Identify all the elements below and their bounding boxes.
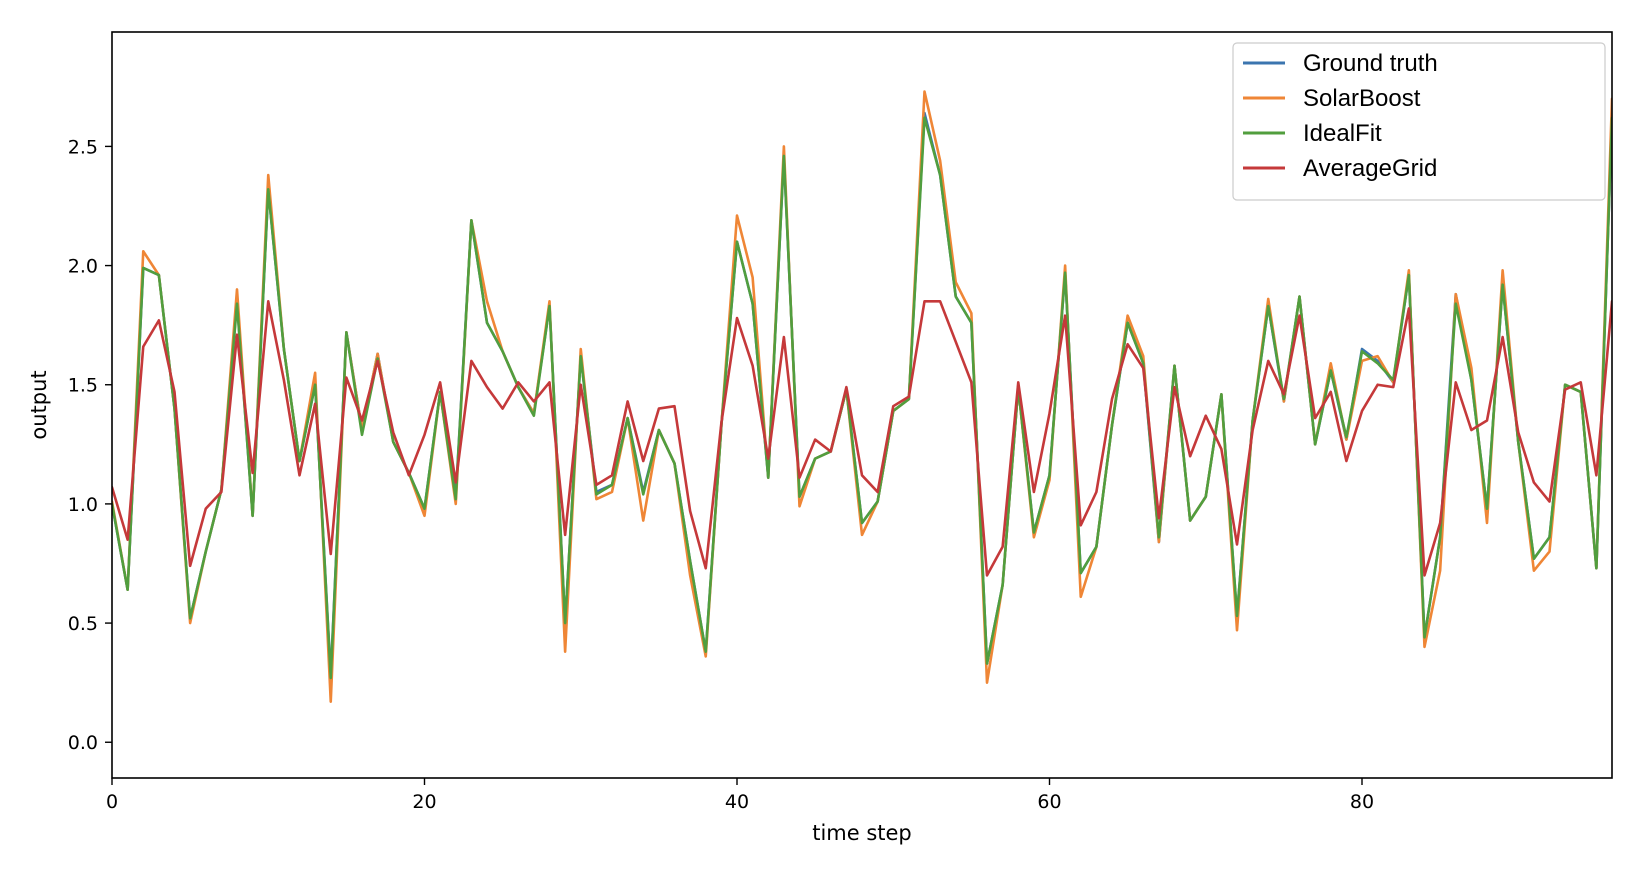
x-tick-label: 0 bbox=[106, 791, 118, 813]
legend-label-idealfit: IdealFit bbox=[1303, 120, 1382, 147]
series-line-averagegrid bbox=[112, 300, 1612, 577]
y-axis-label: output bbox=[27, 370, 51, 439]
legend-label-solarboost: SolarBoost bbox=[1303, 85, 1421, 112]
x-axis-label: time step bbox=[812, 821, 912, 845]
legend: Ground truth SolarBoost IdealFit AverageGri… bbox=[1232, 42, 1606, 201]
plot-frame bbox=[111, 31, 1613, 779]
y-tick-label: 2.0 bbox=[68, 256, 98, 278]
y-tick-label: 0.0 bbox=[68, 732, 98, 754]
x-tick-label: 40 bbox=[725, 791, 749, 813]
legend-label-averagegrid: AverageGrid bbox=[1303, 155, 1437, 182]
series-line-idealfit bbox=[112, 116, 1612, 680]
legend-box bbox=[1232, 42, 1606, 201]
series-layer bbox=[112, 90, 1612, 704]
y-tick-label: 1.5 bbox=[68, 375, 98, 397]
x-tick-label: 80 bbox=[1350, 791, 1374, 813]
y-tick-label: 2.5 bbox=[68, 136, 98, 158]
y-tick-label: 0.5 bbox=[68, 613, 98, 635]
y-tick-label: 1.0 bbox=[68, 494, 98, 516]
legend-label-ground-truth: Ground truth bbox=[1303, 50, 1438, 77]
x-tick-label: 60 bbox=[1037, 791, 1061, 813]
x-tick-label: 20 bbox=[412, 791, 436, 813]
ticks-layer: 0 20 40 60 80 0.0 0.5 1.0 1.5 2.0 2.5 bbox=[68, 136, 1374, 813]
